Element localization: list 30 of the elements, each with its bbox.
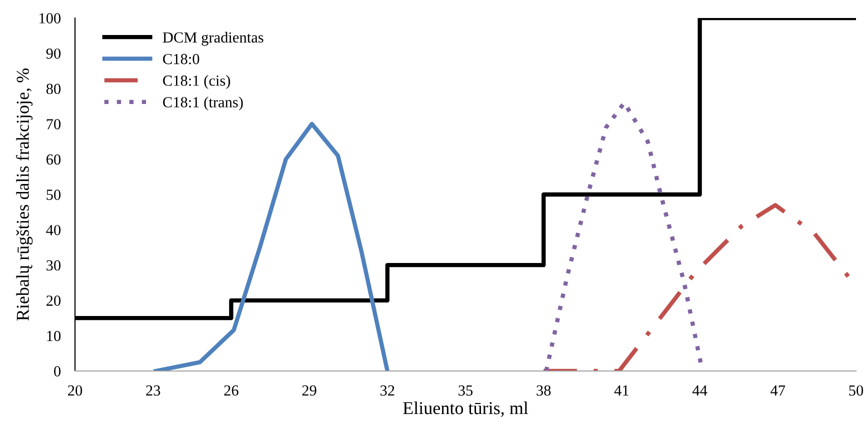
x-tick-label: 44 (692, 385, 708, 396)
x-tick-label: 50 (849, 385, 864, 396)
legend-label: DCM gradientas (162, 32, 264, 46)
x-tick-label: 23 (146, 385, 160, 396)
legend-label: C18:0 (163, 54, 200, 64)
x-tick-label: 32 (380, 385, 394, 396)
line-series (154, 122, 390, 371)
y-axis-title: Riebalų rūgšties dalis frakcijoje, % (16, 68, 33, 321)
x-axis-title: Eliuento tūris, ml (403, 402, 528, 417)
x-tick-label: 41 (614, 385, 628, 396)
line-series (544, 100, 704, 371)
y-tick-label: 90 (46, 48, 61, 59)
legend-label: C18:1 (trans) (163, 96, 243, 110)
y-tick-label: 100 (40, 13, 61, 24)
x-tick-label: 26 (224, 385, 238, 396)
y-tick-label: 30 (46, 260, 61, 271)
y-tick-label: 70 (46, 119, 61, 130)
x-tick-label: 35 (458, 385, 473, 396)
x-tick-label: 38 (536, 385, 551, 396)
x-tick-label: 47 (770, 385, 786, 396)
x-tick-label: 29 (302, 385, 316, 396)
x-tick-label: 20 (68, 385, 82, 396)
y-tick-label: 60 (46, 154, 61, 165)
y-tick-label: 20 (46, 296, 61, 306)
legend-label: C18:1 (cis) (163, 75, 230, 89)
y-tick-label: 10 (47, 330, 61, 342)
y-tick-label: 80 (46, 84, 61, 94)
y-tick-label: 50 (46, 190, 61, 200)
y-tick-label: 40 (46, 224, 61, 236)
y-tick-label: 0 (54, 366, 61, 376)
